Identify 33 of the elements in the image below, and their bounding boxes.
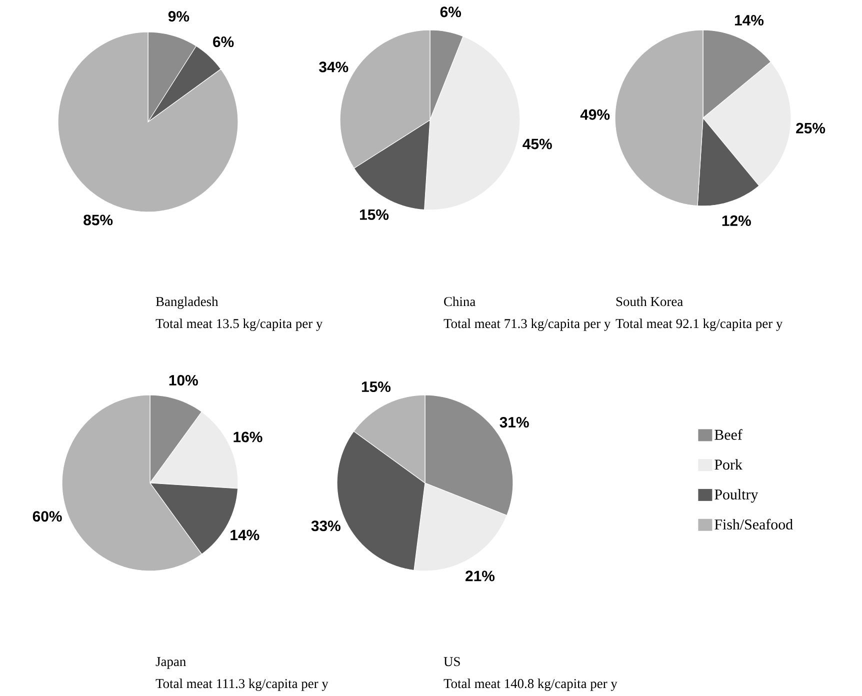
legend-label: Beef [714, 429, 742, 440]
data-label: 21% [466, 570, 495, 582]
data-label: 14% [230, 530, 260, 540]
text: Japan [156, 657, 186, 669]
text: Total meat 140.8 kg/capita per y [444, 678, 618, 691]
data-label: 10% [169, 374, 198, 386]
data-label: 34% [319, 62, 348, 72]
legend-label: Fish/Seafood [714, 518, 793, 530]
data-label: 12% [722, 215, 751, 226]
text: US [444, 657, 460, 666]
data-label: 85% [84, 214, 113, 226]
data-label: 9% [168, 11, 190, 22]
data-label: 60% [32, 511, 62, 522]
text: China [444, 296, 476, 306]
data-label: 6% [213, 36, 234, 48]
data-label: 49% [580, 109, 610, 120]
data-label: 15% [360, 209, 389, 220]
text: South Korea [616, 296, 683, 306]
data-label: 14% [734, 15, 764, 26]
data-label: 31% [500, 416, 529, 428]
data-label: 45% [522, 138, 552, 150]
data-label: 25% [796, 122, 826, 134]
text: Total meat 13.5 kg/capita per y [156, 318, 323, 331]
text: Total meat 92.1 kg/capita per y [616, 318, 783, 331]
data-label: 16% [234, 432, 262, 442]
data-label: 15% [362, 381, 391, 392]
data-label: 6% [440, 6, 462, 18]
text: Bangladesh [156, 296, 218, 309]
text: Total meat 71.3 kg/capita per y [444, 318, 611, 331]
text: Total meat 111.3 kg/capita per y [156, 678, 328, 691]
legend-label: Pork [714, 459, 742, 470]
legend-label: Poultry [714, 489, 758, 503]
data-label: 33% [311, 520, 340, 532]
